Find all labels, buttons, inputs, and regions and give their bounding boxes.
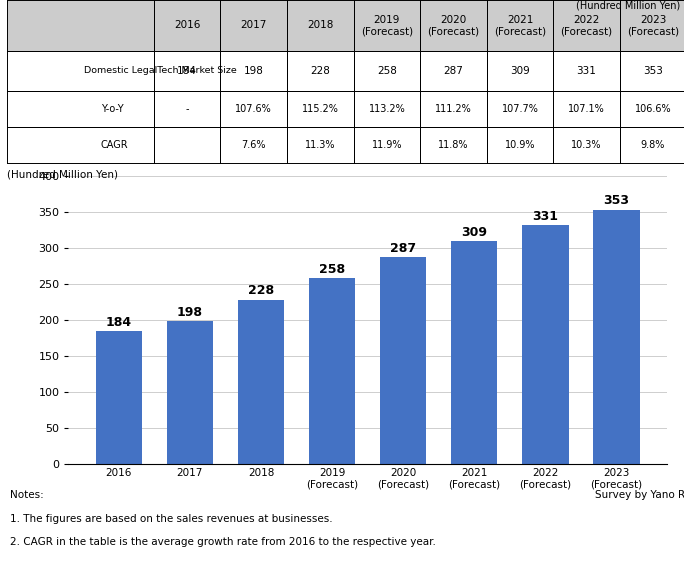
Bar — [309, 278, 355, 464]
Bar — [7, 51, 684, 91]
Text: 353: 353 — [643, 66, 663, 76]
Text: 331: 331 — [532, 210, 558, 223]
Text: 111.2%: 111.2% — [435, 104, 472, 114]
Text: -: - — [185, 104, 189, 114]
Text: Domestic LegalTech Market Size: Domestic LegalTech Market Size — [83, 66, 237, 75]
Text: 258: 258 — [319, 263, 345, 276]
Text: 2020
(Forecast): 2020 (Forecast) — [428, 14, 479, 36]
Text: 10.3%: 10.3% — [571, 141, 602, 150]
Text: 258: 258 — [377, 66, 397, 76]
Bar — [96, 331, 142, 464]
Text: 9.8%: 9.8% — [641, 141, 666, 150]
Text: 2023
(Forecast): 2023 (Forecast) — [627, 14, 679, 36]
Bar — [451, 241, 497, 464]
Text: 2022
(Forecast): 2022 (Forecast) — [560, 14, 613, 36]
Bar — [238, 300, 284, 464]
Text: 2017: 2017 — [241, 20, 267, 31]
Text: 1. The figures are based on the sales revenues at businesses.: 1. The figures are based on the sales re… — [10, 514, 333, 524]
Text: 2021
(Forecast): 2021 (Forecast) — [494, 14, 546, 36]
Text: 309: 309 — [510, 66, 530, 76]
Text: 11.8%: 11.8% — [438, 141, 469, 150]
Text: 113.2%: 113.2% — [369, 104, 405, 114]
Text: Notes:: Notes: — [10, 490, 44, 499]
Text: 198: 198 — [177, 306, 203, 319]
Text: 107.6%: 107.6% — [235, 104, 272, 114]
Text: 228: 228 — [311, 66, 330, 76]
Text: 184: 184 — [105, 316, 132, 329]
Bar — [380, 257, 426, 464]
Text: 198: 198 — [244, 66, 263, 76]
Text: 353: 353 — [603, 194, 629, 207]
Text: 106.6%: 106.6% — [635, 104, 672, 114]
Bar — [594, 210, 640, 464]
Text: Y-o-Y: Y-o-Y — [101, 104, 124, 114]
Bar — [167, 321, 213, 464]
Bar — [7, 0, 684, 51]
Text: 2. CAGR in the table is the average growth rate from 2016 to the respective year: 2. CAGR in the table is the average grow… — [10, 537, 436, 547]
Text: Survey by Yano Research Institute: Survey by Yano Research Institute — [595, 490, 684, 499]
Text: 115.2%: 115.2% — [302, 104, 339, 114]
Bar — [7, 91, 684, 127]
Text: 287: 287 — [390, 242, 417, 255]
Text: 107.7%: 107.7% — [501, 104, 538, 114]
Text: 2018: 2018 — [307, 20, 334, 31]
Text: 107.1%: 107.1% — [568, 104, 605, 114]
Text: 184: 184 — [177, 66, 197, 76]
Text: 228: 228 — [248, 285, 274, 297]
Text: 11.9%: 11.9% — [371, 141, 402, 150]
Text: 2016: 2016 — [174, 20, 200, 31]
Text: 10.9%: 10.9% — [505, 141, 535, 150]
Text: 11.3%: 11.3% — [305, 141, 336, 150]
Bar — [7, 127, 684, 164]
Bar — [523, 225, 568, 464]
Text: 309: 309 — [461, 226, 487, 239]
Text: (Hundred Million Yen): (Hundred Million Yen) — [7, 170, 118, 180]
Text: 331: 331 — [577, 66, 596, 76]
Text: 287: 287 — [443, 66, 463, 76]
Text: 7.6%: 7.6% — [241, 141, 266, 150]
Text: (Hundred Million Yen): (Hundred Million Yen) — [577, 1, 681, 11]
Text: CAGR: CAGR — [101, 141, 129, 150]
Text: 2019
(Forecast): 2019 (Forecast) — [360, 14, 413, 36]
